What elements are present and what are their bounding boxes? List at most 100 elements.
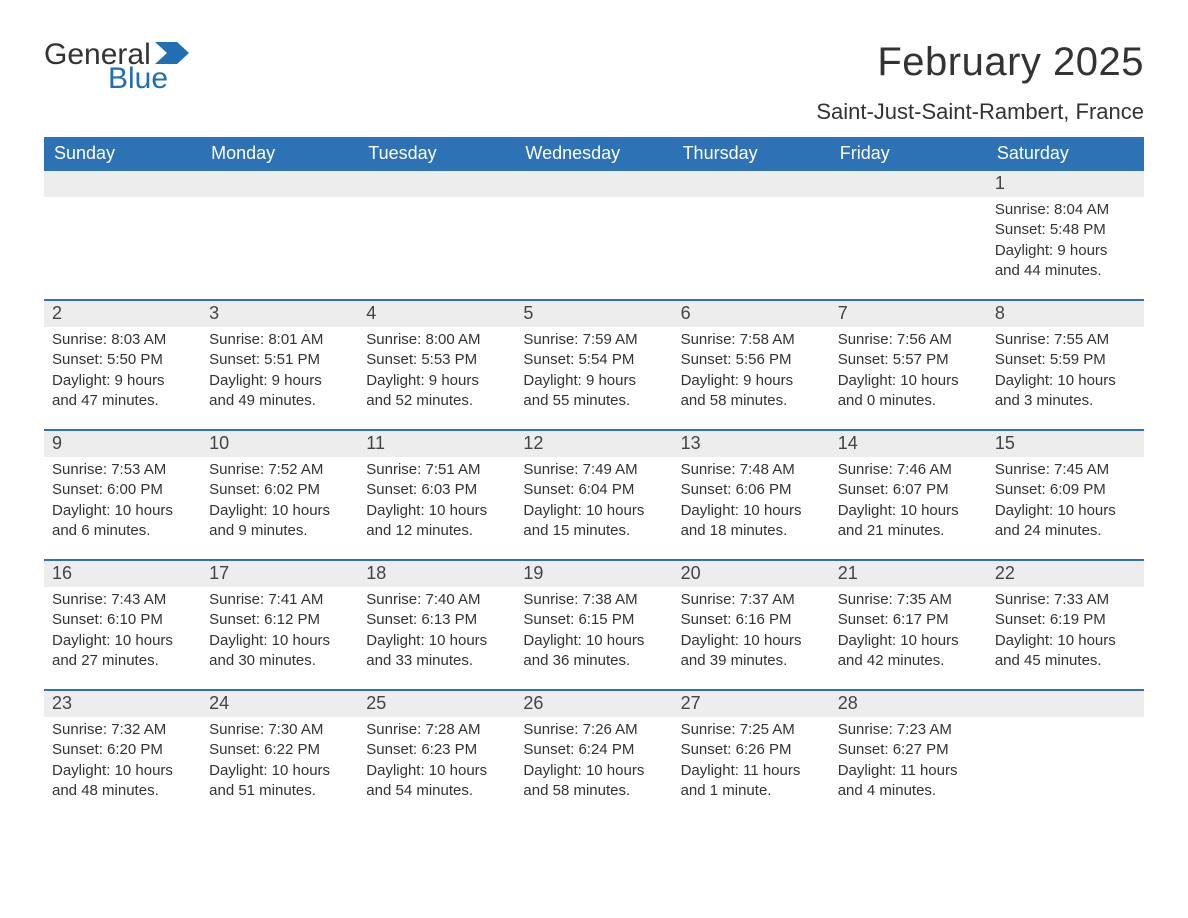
day-number bbox=[201, 171, 358, 197]
day-number: 25 bbox=[358, 691, 515, 717]
sunset-text: Sunset: 6:04 PM bbox=[523, 480, 664, 500]
day-number bbox=[830, 171, 987, 197]
day-number: 15 bbox=[987, 431, 1144, 457]
sunrise-text: Sunrise: 8:00 AM bbox=[366, 330, 507, 350]
day-cell: 22Sunrise: 7:33 AMSunset: 6:19 PMDayligh… bbox=[987, 561, 1144, 689]
daylight-text: Daylight: 10 hours and 3 minutes. bbox=[995, 371, 1136, 412]
week-row: 23Sunrise: 7:32 AMSunset: 6:20 PMDayligh… bbox=[44, 689, 1144, 819]
week-row: 1Sunrise: 8:04 AMSunset: 5:48 PMDaylight… bbox=[44, 171, 1144, 299]
brand-word-2: Blue bbox=[108, 64, 189, 94]
day-details: Sunrise: 7:30 AMSunset: 6:22 PMDaylight:… bbox=[201, 717, 358, 801]
sunset-text: Sunset: 6:09 PM bbox=[995, 480, 1136, 500]
day-number bbox=[673, 171, 830, 197]
sunrise-text: Sunrise: 7:26 AM bbox=[523, 720, 664, 740]
daylight-text: Daylight: 10 hours and 21 minutes. bbox=[838, 501, 979, 542]
weekday-header: Saturday bbox=[987, 137, 1144, 171]
daylight-text: Daylight: 10 hours and 58 minutes. bbox=[523, 761, 664, 802]
sunrise-text: Sunrise: 7:30 AM bbox=[209, 720, 350, 740]
sunset-text: Sunset: 5:51 PM bbox=[209, 350, 350, 370]
day-number: 22 bbox=[987, 561, 1144, 587]
daylight-text: Daylight: 10 hours and 48 minutes. bbox=[52, 761, 193, 802]
sunrise-text: Sunrise: 7:59 AM bbox=[523, 330, 664, 350]
day-cell bbox=[673, 171, 830, 299]
day-cell: 5Sunrise: 7:59 AMSunset: 5:54 PMDaylight… bbox=[515, 301, 672, 429]
daylight-text: Daylight: 10 hours and 9 minutes. bbox=[209, 501, 350, 542]
day-number: 17 bbox=[201, 561, 358, 587]
sunset-text: Sunset: 6:10 PM bbox=[52, 610, 193, 630]
day-number: 16 bbox=[44, 561, 201, 587]
day-cell bbox=[201, 171, 358, 299]
day-cell bbox=[830, 171, 987, 299]
day-cell: 18Sunrise: 7:40 AMSunset: 6:13 PMDayligh… bbox=[358, 561, 515, 689]
day-details: Sunrise: 7:58 AMSunset: 5:56 PMDaylight:… bbox=[673, 327, 830, 411]
day-number: 19 bbox=[515, 561, 672, 587]
sunrise-text: Sunrise: 7:32 AM bbox=[52, 720, 193, 740]
day-cell: 6Sunrise: 7:58 AMSunset: 5:56 PMDaylight… bbox=[673, 301, 830, 429]
day-number: 11 bbox=[358, 431, 515, 457]
sunrise-text: Sunrise: 7:23 AM bbox=[838, 720, 979, 740]
sunset-text: Sunset: 6:02 PM bbox=[209, 480, 350, 500]
day-cell: 23Sunrise: 7:32 AMSunset: 6:20 PMDayligh… bbox=[44, 691, 201, 819]
daylight-text: Daylight: 10 hours and 6 minutes. bbox=[52, 501, 193, 542]
day-cell bbox=[358, 171, 515, 299]
day-details: Sunrise: 7:33 AMSunset: 6:19 PMDaylight:… bbox=[987, 587, 1144, 671]
daylight-text: Daylight: 10 hours and 45 minutes. bbox=[995, 631, 1136, 672]
day-number: 24 bbox=[201, 691, 358, 717]
sunset-text: Sunset: 6:13 PM bbox=[366, 610, 507, 630]
day-details: Sunrise: 7:45 AMSunset: 6:09 PMDaylight:… bbox=[987, 457, 1144, 541]
day-number bbox=[987, 691, 1144, 717]
sunrise-text: Sunrise: 7:51 AM bbox=[366, 460, 507, 480]
day-details: Sunrise: 7:25 AMSunset: 6:26 PMDaylight:… bbox=[673, 717, 830, 801]
weekday-header: Wednesday bbox=[515, 137, 672, 171]
weekday-header: Thursday bbox=[673, 137, 830, 171]
sunset-text: Sunset: 6:23 PM bbox=[366, 740, 507, 760]
sunset-text: Sunset: 6:06 PM bbox=[681, 480, 822, 500]
daylight-text: Daylight: 10 hours and 42 minutes. bbox=[838, 631, 979, 672]
day-cell: 10Sunrise: 7:52 AMSunset: 6:02 PMDayligh… bbox=[201, 431, 358, 559]
sunset-text: Sunset: 5:54 PM bbox=[523, 350, 664, 370]
sunrise-text: Sunrise: 7:25 AM bbox=[681, 720, 822, 740]
day-cell: 11Sunrise: 7:51 AMSunset: 6:03 PMDayligh… bbox=[358, 431, 515, 559]
day-cell: 8Sunrise: 7:55 AMSunset: 5:59 PMDaylight… bbox=[987, 301, 1144, 429]
day-details: Sunrise: 7:51 AMSunset: 6:03 PMDaylight:… bbox=[358, 457, 515, 541]
sunset-text: Sunset: 5:59 PM bbox=[995, 350, 1136, 370]
day-details: Sunrise: 7:49 AMSunset: 6:04 PMDaylight:… bbox=[515, 457, 672, 541]
sunrise-text: Sunrise: 8:04 AM bbox=[995, 200, 1136, 220]
day-number: 9 bbox=[44, 431, 201, 457]
day-number: 7 bbox=[830, 301, 987, 327]
day-number: 27 bbox=[673, 691, 830, 717]
daylight-text: Daylight: 11 hours and 1 minute. bbox=[681, 761, 822, 802]
day-cell bbox=[515, 171, 672, 299]
daylight-text: Daylight: 11 hours and 4 minutes. bbox=[838, 761, 979, 802]
day-cell: 26Sunrise: 7:26 AMSunset: 6:24 PMDayligh… bbox=[515, 691, 672, 819]
daylight-text: Daylight: 10 hours and 18 minutes. bbox=[681, 501, 822, 542]
sunset-text: Sunset: 6:20 PM bbox=[52, 740, 193, 760]
header: General Blue February 2025 Saint-Just-Sa… bbox=[44, 40, 1144, 125]
brand-logo: General Blue bbox=[44, 40, 189, 94]
day-details: Sunrise: 8:03 AMSunset: 5:50 PMDaylight:… bbox=[44, 327, 201, 411]
day-number: 10 bbox=[201, 431, 358, 457]
daylight-text: Daylight: 10 hours and 51 minutes. bbox=[209, 761, 350, 802]
sunrise-text: Sunrise: 7:55 AM bbox=[995, 330, 1136, 350]
day-cell: 21Sunrise: 7:35 AMSunset: 6:17 PMDayligh… bbox=[830, 561, 987, 689]
day-details: Sunrise: 7:35 AMSunset: 6:17 PMDaylight:… bbox=[830, 587, 987, 671]
day-cell: 12Sunrise: 7:49 AMSunset: 6:04 PMDayligh… bbox=[515, 431, 672, 559]
week-row: 2Sunrise: 8:03 AMSunset: 5:50 PMDaylight… bbox=[44, 299, 1144, 429]
sunrise-text: Sunrise: 7:37 AM bbox=[681, 590, 822, 610]
day-cell: 27Sunrise: 7:25 AMSunset: 6:26 PMDayligh… bbox=[673, 691, 830, 819]
day-cell: 7Sunrise: 7:56 AMSunset: 5:57 PMDaylight… bbox=[830, 301, 987, 429]
day-cell: 20Sunrise: 7:37 AMSunset: 6:16 PMDayligh… bbox=[673, 561, 830, 689]
day-number: 18 bbox=[358, 561, 515, 587]
weekday-header: Tuesday bbox=[358, 137, 515, 171]
sunrise-text: Sunrise: 8:01 AM bbox=[209, 330, 350, 350]
location-text: Saint-Just-Saint-Rambert, France bbox=[816, 99, 1144, 125]
sunset-text: Sunset: 6:22 PM bbox=[209, 740, 350, 760]
daylight-text: Daylight: 9 hours and 44 minutes. bbox=[995, 241, 1136, 282]
sunset-text: Sunset: 5:50 PM bbox=[52, 350, 193, 370]
sunrise-text: Sunrise: 7:35 AM bbox=[838, 590, 979, 610]
day-cell: 28Sunrise: 7:23 AMSunset: 6:27 PMDayligh… bbox=[830, 691, 987, 819]
title-block: February 2025 Saint-Just-Saint-Rambert, … bbox=[816, 40, 1144, 125]
day-number bbox=[358, 171, 515, 197]
daylight-text: Daylight: 10 hours and 0 minutes. bbox=[838, 371, 979, 412]
day-number: 12 bbox=[515, 431, 672, 457]
